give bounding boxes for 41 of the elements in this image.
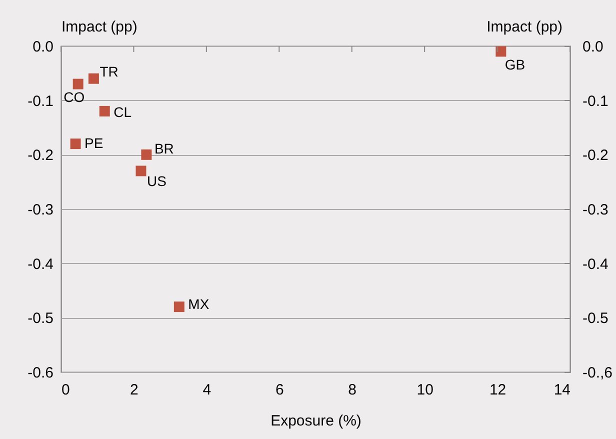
y-tick-label: -0.5 bbox=[28, 310, 54, 328]
annotation: CL bbox=[114, 104, 132, 120]
x-tick-label: 6 bbox=[275, 382, 284, 398]
y-tick-label: -0.2 bbox=[28, 147, 54, 164]
point bbox=[136, 166, 146, 176]
point bbox=[70, 138, 81, 150]
x-tick-label: 2 bbox=[130, 382, 138, 398]
y-tick-label: 0.0 bbox=[32, 38, 54, 56]
y-tick-label: -0.6 bbox=[28, 364, 54, 382]
x-tick-label: 12 bbox=[489, 382, 506, 398]
y-tick-label: -0.4 bbox=[28, 256, 54, 273]
x-tick-label: 14 bbox=[554, 382, 570, 398]
y2-tick-label: -0.2 bbox=[582, 147, 608, 164]
point bbox=[174, 302, 184, 312]
y2-tick-label: -0.5 bbox=[582, 310, 608, 328]
x-axis-title: Exposure (%) bbox=[270, 412, 362, 430]
point bbox=[99, 106, 110, 116]
point bbox=[88, 73, 99, 84]
y2-tick-label: -0.,6 bbox=[582, 364, 613, 382]
annotation: PE bbox=[84, 134, 104, 151]
point bbox=[496, 46, 506, 57]
x-tick-label: 4 bbox=[202, 382, 212, 398]
annotation: CO bbox=[64, 89, 85, 106]
y2-tick-label: -0.3 bbox=[582, 202, 608, 218]
y-tick-label: -0.1 bbox=[28, 92, 54, 110]
point bbox=[141, 149, 152, 160]
annotation: TR bbox=[100, 64, 118, 80]
y-axis-title: Impact (pp) bbox=[62, 18, 138, 36]
annotation: US bbox=[146, 172, 166, 189]
y2-tick-label: -0.1 bbox=[582, 92, 608, 110]
annotation: MX bbox=[188, 296, 210, 312]
annotation: BR bbox=[154, 140, 174, 157]
x-tick-label: 8 bbox=[348, 382, 357, 398]
point bbox=[72, 78, 84, 90]
annotation: GB bbox=[504, 56, 526, 72]
y2-tick-label: -0.4 bbox=[582, 256, 608, 273]
x-tick-label: 0 bbox=[62, 382, 70, 398]
y-tick-label: -0.3 bbox=[28, 202, 54, 218]
x-tick-label: 10 bbox=[416, 382, 434, 398]
y2-axis-title: Impact (pp) bbox=[486, 18, 562, 36]
y2-tick-label: 0.0 bbox=[582, 38, 604, 56]
